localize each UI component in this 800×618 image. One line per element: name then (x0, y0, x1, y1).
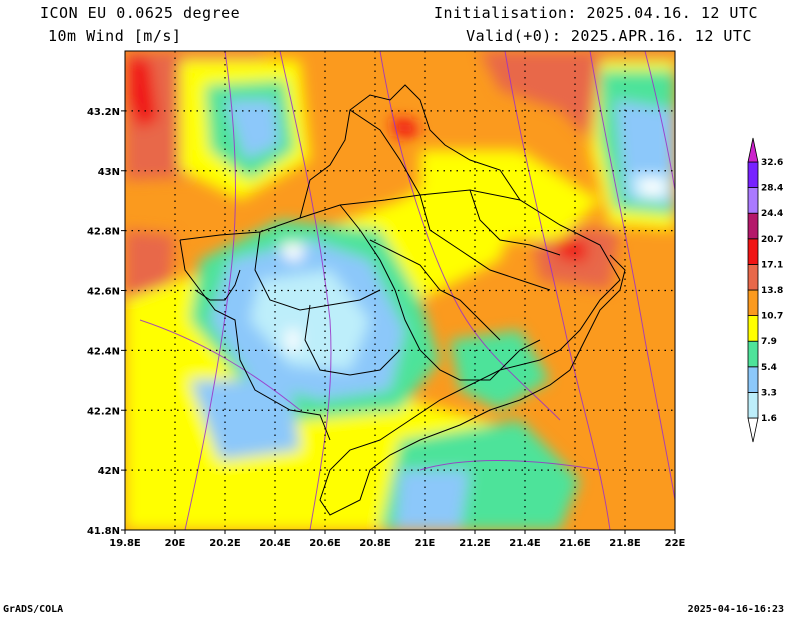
colorbar-min-triangle (747, 417, 759, 443)
colorbar-label: 1.6 (761, 414, 777, 424)
wind-shading (125, 51, 675, 530)
x-tick-label: 22E (665, 538, 686, 549)
y-tick-label: 43.2N (87, 107, 120, 118)
x-tick-label: 21.8E (609, 538, 641, 549)
x-tick-label: 20.8E (359, 538, 391, 549)
valid-time-label: Valid(+0): 2025.APR.16. 12 UTC (466, 27, 752, 45)
initialisation-label: Initialisation: 2025.04.16. 12 UTC (433, 4, 758, 22)
colorbar-swatch (747, 187, 759, 214)
colorbar-label: 28.4 (761, 184, 783, 194)
colorbar-label: 20.7 (761, 235, 783, 245)
y-tick-label: 42.8N (87, 227, 120, 238)
x-tick-label: 21.6E (559, 538, 591, 549)
credit-label: GrADS/COLA (3, 604, 64, 615)
lat-lon-grid (125, 51, 675, 530)
colorbar-label: 10.7 (761, 312, 783, 322)
colorbar-swatch (747, 366, 759, 393)
colorbar-label: 13.8 (761, 286, 783, 296)
border-lines (179, 84, 626, 516)
y-tick-label: 42.4N (87, 346, 120, 357)
streamlines (139, 51, 675, 530)
colorbar-label: 5.4 (761, 363, 777, 373)
y-tick-label: 43N (98, 167, 120, 178)
colorbar-swatch (747, 340, 759, 368)
y-tick-label: 42.6N (87, 287, 120, 298)
colorbar: 1.6 3.3 5.4 7.9 10.7 13.8 17.1 20.7 24.4 28.4 32.6 (747, 137, 783, 443)
model-title: ICON EU 0.0625 degree (40, 4, 241, 22)
x-tick-label: 20.2E (209, 538, 241, 549)
y-tick-label: 42.2N (87, 406, 120, 417)
x-tick-label: 19.8E (109, 538, 141, 549)
colorbar-swatch (747, 289, 759, 317)
x-tick-label: 21E (415, 538, 436, 549)
colorbar-label: 32.6 (761, 158, 783, 168)
colorbar-swatch (747, 238, 759, 265)
colorbar-label: 7.9 (761, 337, 777, 347)
longitude-axis: 19.8E 20E 20.2E 20.4E 20.6E 20.8E 21E 21.2E 21.4… (109, 530, 686, 549)
colorbar-label: 17.1 (761, 260, 783, 270)
colorbar-swatch (747, 315, 759, 342)
y-tick-label: 42N (98, 466, 120, 477)
colorbar-swatch (747, 212, 759, 240)
colorbar-label: 24.4 (761, 209, 783, 219)
colorbar-max-triangle (747, 137, 759, 163)
x-tick-label: 20.6E (309, 538, 341, 549)
colorbar-swatch (747, 391, 759, 419)
x-tick-label: 20E (165, 538, 186, 549)
colorbar-swatch (747, 161, 759, 189)
x-tick-label: 21.2E (459, 538, 491, 549)
timestamp-label: 2025-04-16-16:23 (687, 604, 784, 615)
field-title: 10m Wind [m/s] (48, 27, 182, 45)
x-tick-label: 20.4E (259, 538, 291, 549)
latitude-axis: 41.8N 42N 42.2N 42.4N 42.6N 42.8N 43N 43.2N (87, 107, 125, 537)
x-tick-label: 21.4E (509, 538, 541, 549)
colorbar-swatch (747, 263, 759, 291)
colorbar-label: 3.3 (761, 388, 777, 398)
y-tick-label: 41.8N (87, 526, 120, 537)
